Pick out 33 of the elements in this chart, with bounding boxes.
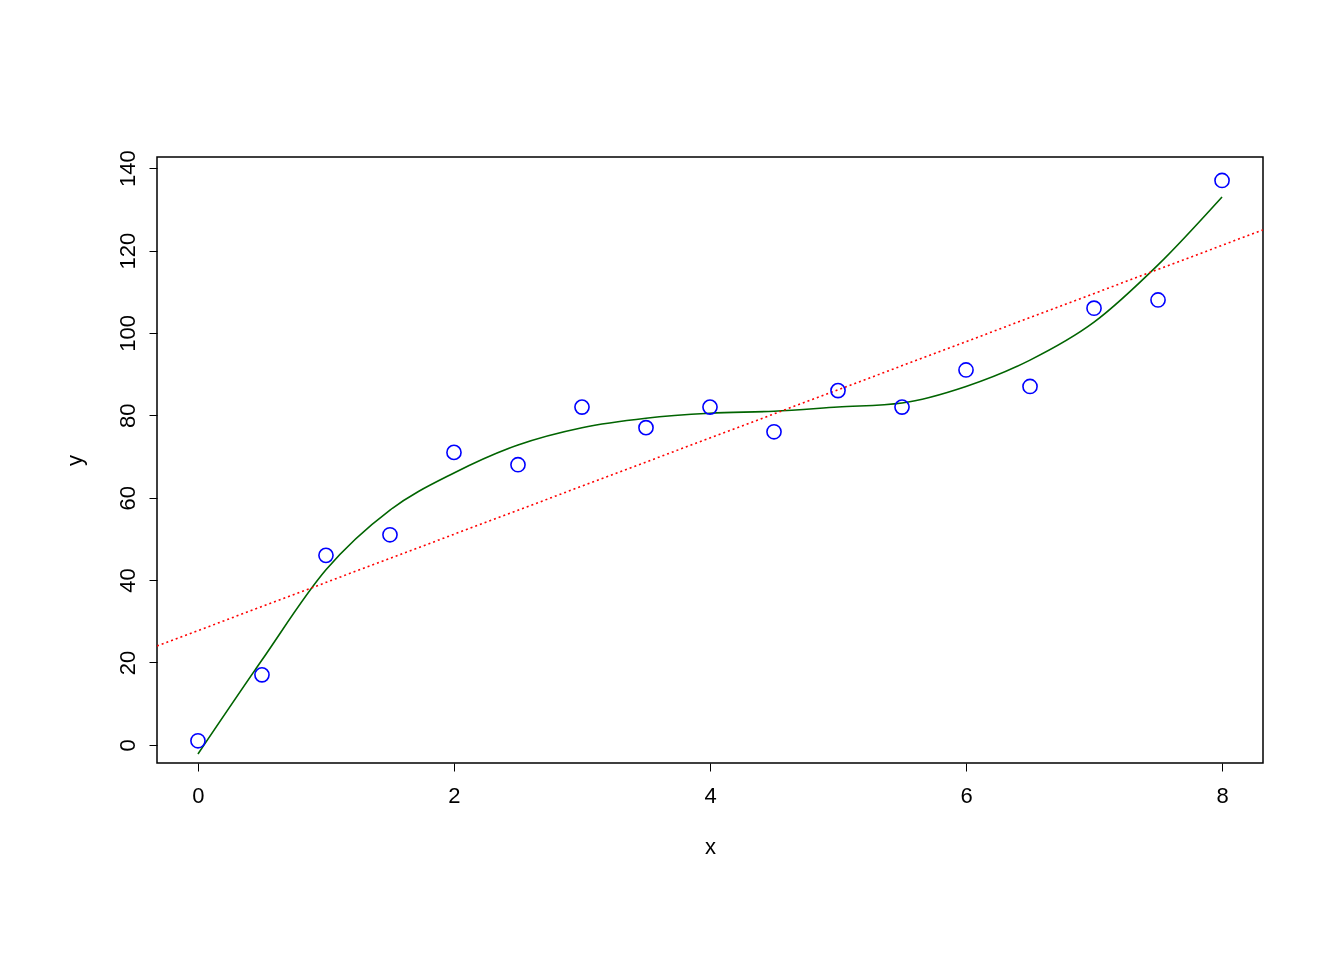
point [254,666,270,683]
point [318,547,334,564]
y-tick-label: 120 [114,232,140,270]
x-axis-title: x [705,833,716,859]
point [958,362,974,378]
point [1214,172,1230,189]
point [1086,300,1102,317]
point [1022,378,1038,395]
point [702,399,718,415]
point [510,456,526,473]
x-tick-label: 8 [1216,782,1229,808]
x-tick-label: 2 [448,782,461,808]
point [638,419,654,436]
point [766,423,782,440]
y-tick-label: 60 [114,485,140,511]
point [1150,292,1166,308]
point [574,399,590,415]
y-axis-title: y [61,455,87,466]
y-tick-label: 100 [114,315,140,352]
point [894,399,910,415]
point [190,732,206,749]
point [382,526,398,543]
y-tick-label: 20 [114,650,140,676]
y-tick-label: 140 [114,150,140,187]
point [830,382,846,399]
y-tick-label: 0 [114,739,140,752]
x-tick-label: 0 [192,782,205,808]
y-tick-label: 40 [114,568,140,593]
point [446,444,462,461]
x-tick-label: 6 [960,782,973,808]
y-tick-label: 80 [114,403,140,429]
line-series [197,196,1223,755]
x-tick-label: 4 [704,782,717,808]
